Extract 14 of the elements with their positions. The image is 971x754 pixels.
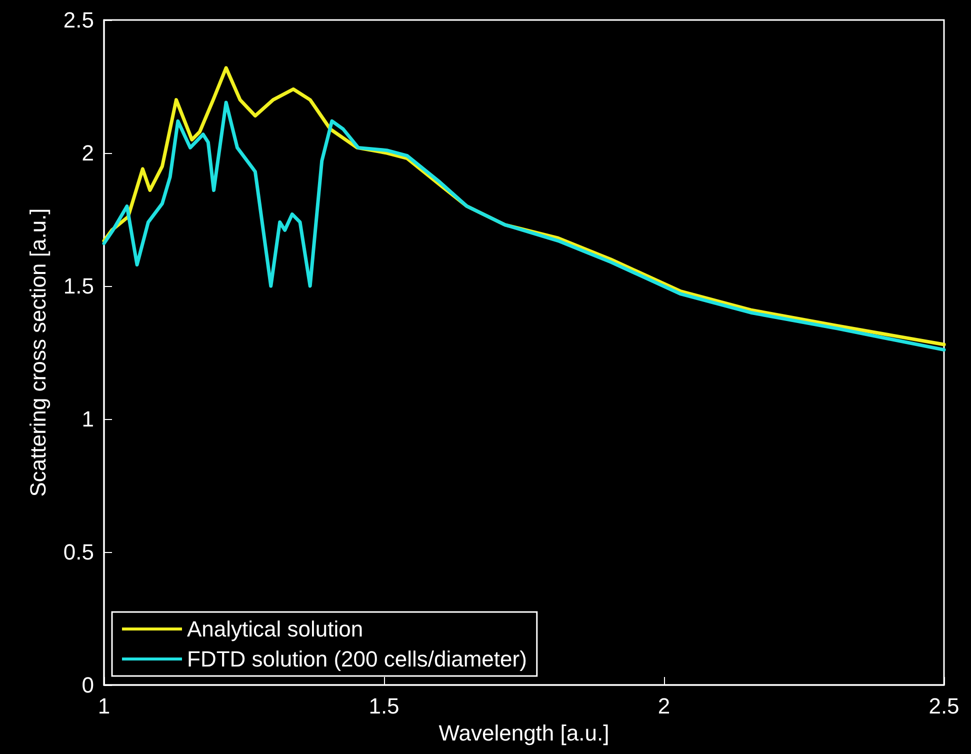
y-tick-label: 2 <box>82 140 94 166</box>
x-tick-label: 1 <box>98 694 110 718</box>
x-tick-label: 1.5 <box>368 694 400 718</box>
y-tick-label: 0 <box>82 672 94 698</box>
legend-label: Analytical solution <box>187 616 364 642</box>
y-tick-label: 2.5 <box>63 8 94 32</box>
x-tick-label: 2.5 <box>928 694 960 718</box>
x-axis-title: Wavelength [a.u.] <box>438 720 610 746</box>
y-tick-label: 0.5 <box>63 540 94 564</box>
y-tick-label: 1 <box>82 406 94 432</box>
legend-label: FDTD solution (200 cells/diameter) <box>187 646 527 672</box>
y-axis-title: Scattering cross section [a.u.] <box>26 208 50 497</box>
x-tick-label: 2 <box>658 694 670 718</box>
y-tick-label: 1.5 <box>63 274 94 298</box>
